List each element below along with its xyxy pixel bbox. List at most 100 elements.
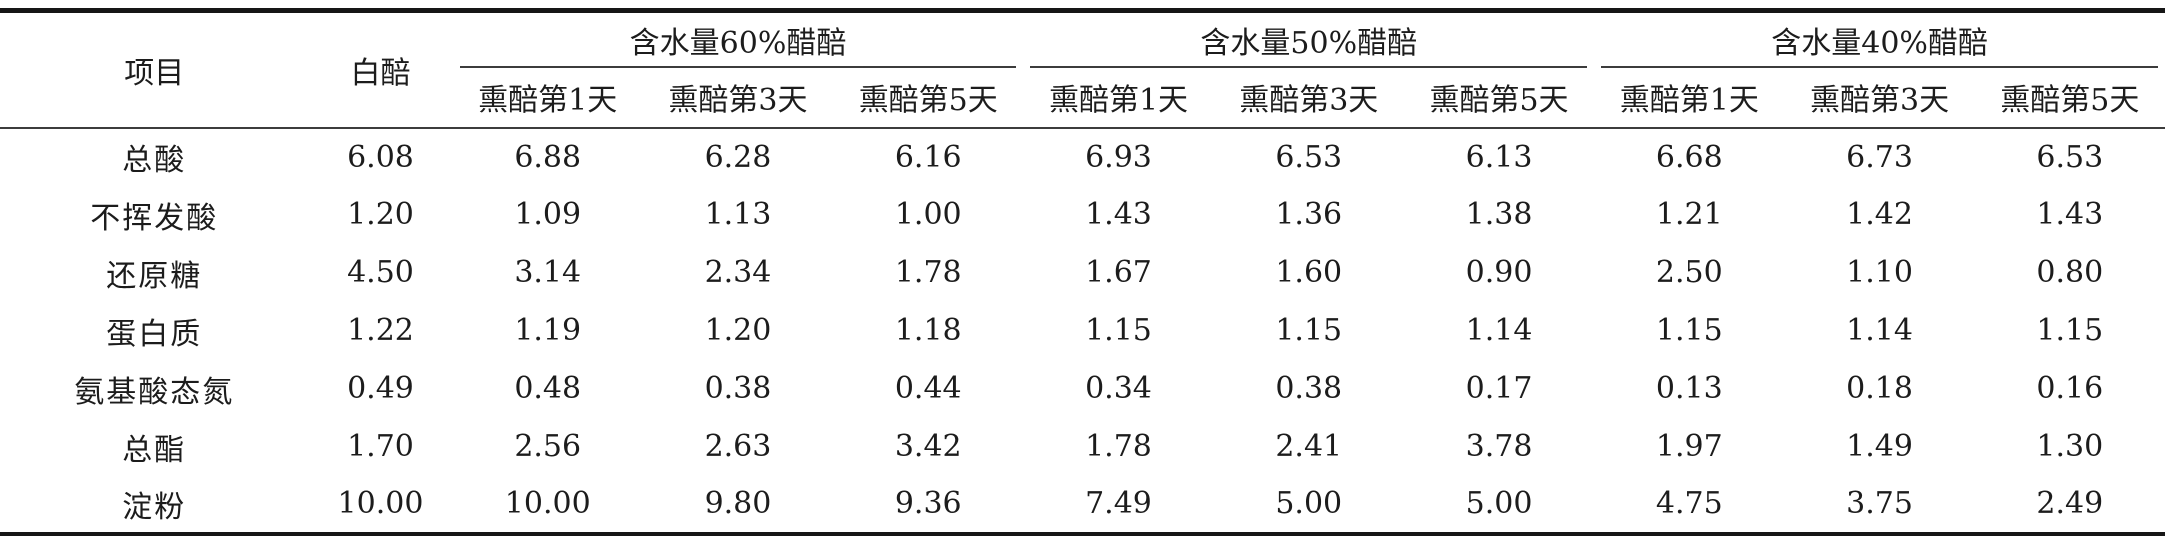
cell: 5.00 bbox=[1275, 486, 1343, 521]
cell: 10.00 bbox=[504, 486, 591, 521]
col-header-item: 项目 bbox=[0, 10, 309, 129]
sub-header-60-day1: 熏醅第1天 bbox=[452, 67, 643, 129]
cell: 0.34 bbox=[1085, 371, 1152, 406]
composition-table: 项目 白醅 含水量60%醋醅 含水量50%醋醅 含水量40%醋醅 熏醅第1天 熏… bbox=[0, 8, 2165, 536]
cell: 6.93 bbox=[1085, 139, 1152, 175]
sub-header-40-day5: 熏醅第5天 bbox=[1974, 67, 2165, 129]
cell: 2.56 bbox=[514, 429, 582, 464]
table-row: 总酸 6.08 6.88 6.28 6.16 6.93 6.53 6.13 6.… bbox=[0, 128, 2165, 186]
row-label: 总酯 bbox=[122, 432, 187, 468]
cell: 0.38 bbox=[704, 371, 772, 406]
col-header-baipei: 白醅 bbox=[308, 10, 453, 129]
cell: 1.15 bbox=[2036, 313, 2104, 348]
cell: 1.30 bbox=[2036, 429, 2104, 464]
cell: 6.68 bbox=[1655, 139, 1723, 175]
cell: 7.49 bbox=[1085, 486, 1152, 521]
sub-header-40-day3: 熏醅第3天 bbox=[1784, 67, 1975, 129]
group-header-50: 含水量50%醋醅 bbox=[1023, 11, 1594, 68]
cell: 0.18 bbox=[1846, 371, 1913, 406]
cell: 6.73 bbox=[1846, 139, 1913, 175]
cell: 0.44 bbox=[894, 371, 962, 406]
row-label: 氨基酸态氮 bbox=[74, 374, 235, 410]
group-header-60: 含水量60%醋醅 bbox=[453, 11, 1024, 68]
sub-header-60-day5: 熏醅第5天 bbox=[833, 67, 1024, 129]
cell: 1.18 bbox=[894, 313, 962, 348]
cell: 1.14 bbox=[1846, 313, 1913, 348]
cell: 1.14 bbox=[1465, 313, 1533, 348]
cell: 2.50 bbox=[1655, 255, 1723, 290]
cell: 6.16 bbox=[894, 139, 962, 175]
sub-header-60-day3: 熏醅第3天 bbox=[642, 67, 834, 129]
header-row-groups: 项目 白醅 含水量60%醋醅 含水量50%醋醅 含水量40%醋醅 bbox=[0, 10, 2165, 129]
cell: 1.60 bbox=[1275, 255, 1343, 290]
cell: 1.22 bbox=[347, 313, 414, 348]
cell: 6.53 bbox=[2036, 139, 2104, 175]
table-row: 蛋白质 1.22 1.19 1.20 1.18 1.15 1.15 1.14 1… bbox=[0, 302, 2165, 360]
cell: 6.88 bbox=[514, 139, 582, 175]
cell: 9.36 bbox=[894, 486, 962, 521]
sub-header-40-day1: 熏醅第1天 bbox=[1594, 67, 1785, 129]
cell: 5.00 bbox=[1465, 486, 1533, 521]
cell: 3.75 bbox=[1846, 486, 1913, 521]
cell: 3.42 bbox=[894, 429, 962, 464]
group-header-label: 含水量50%醋醅 bbox=[1200, 26, 1418, 62]
cell: 6.13 bbox=[1465, 139, 1533, 175]
cell: 1.20 bbox=[347, 197, 414, 232]
cell: 1.49 bbox=[1846, 429, 1913, 464]
cell: 4.75 bbox=[1655, 486, 1723, 521]
cell: 0.17 bbox=[1465, 371, 1533, 406]
cell: 1.70 bbox=[347, 429, 414, 464]
cell: 1.15 bbox=[1275, 313, 1343, 348]
cell: 1.10 bbox=[1846, 255, 1913, 290]
cell: 0.13 bbox=[1655, 371, 1723, 406]
table-row: 氨基酸态氮 0.49 0.48 0.38 0.44 0.34 0.38 0.17… bbox=[0, 360, 2165, 418]
table-body: 总酸 6.08 6.88 6.28 6.16 6.93 6.53 6.13 6.… bbox=[0, 128, 2165, 534]
cell: 2.34 bbox=[704, 255, 772, 290]
cell: 1.67 bbox=[1085, 255, 1152, 290]
cell: 0.80 bbox=[2036, 255, 2104, 290]
row-label: 还原糖 bbox=[106, 258, 203, 294]
row-label: 淀粉 bbox=[122, 489, 187, 525]
group-header-40: 含水量40%醋醅 bbox=[1594, 11, 2165, 68]
cell: 1.36 bbox=[1275, 197, 1343, 232]
cell: 9.80 bbox=[704, 486, 772, 521]
cell: 0.49 bbox=[347, 371, 414, 406]
cell: 6.53 bbox=[1275, 139, 1343, 175]
cell: 6.08 bbox=[347, 139, 414, 175]
cell: 1.43 bbox=[2036, 197, 2104, 232]
cell: 1.97 bbox=[1655, 429, 1723, 464]
cell: 4.50 bbox=[347, 255, 414, 290]
cell: 2.41 bbox=[1275, 429, 1343, 464]
row-label: 不挥发酸 bbox=[90, 200, 219, 236]
cell: 1.19 bbox=[514, 313, 582, 348]
cell: 1.38 bbox=[1465, 197, 1533, 232]
cell: 1.15 bbox=[1085, 313, 1152, 348]
cell: 1.20 bbox=[704, 313, 772, 348]
group-header-label: 含水量60%醋醅 bbox=[629, 26, 847, 62]
cell: 1.09 bbox=[514, 197, 582, 232]
cell: 1.43 bbox=[1085, 197, 1152, 232]
cell: 3.78 bbox=[1465, 429, 1533, 464]
table-header: 项目 白醅 含水量60%醋醅 含水量50%醋醅 含水量40%醋醅 熏醅第1天 熏… bbox=[0, 10, 2165, 129]
table-row: 不挥发酸 1.20 1.09 1.13 1.00 1.43 1.36 1.38 … bbox=[0, 186, 2165, 244]
row-label: 蛋白质 bbox=[106, 316, 203, 352]
cell: 0.90 bbox=[1465, 255, 1533, 290]
cell: 0.38 bbox=[1275, 371, 1343, 406]
cell: 0.48 bbox=[514, 371, 582, 406]
sub-header-50-day3: 熏醅第3天 bbox=[1213, 67, 1404, 129]
row-label: 总酸 bbox=[122, 143, 187, 178]
cell: 1.78 bbox=[894, 255, 962, 290]
cell: 1.00 bbox=[894, 197, 962, 232]
cell: 1.13 bbox=[704, 197, 772, 232]
header-row-days: 熏醅第1天 熏醅第3天 熏醅第5天 熏醅第1天 熏醅第3天 熏醅第5天 熏醅第1… bbox=[0, 67, 2165, 129]
cell: 2.49 bbox=[2036, 486, 2104, 521]
cell: 10.00 bbox=[337, 486, 424, 521]
cell: 1.21 bbox=[1655, 197, 1723, 232]
cell: 2.63 bbox=[704, 429, 772, 464]
cell: 1.15 bbox=[1655, 313, 1723, 348]
cell: 1.42 bbox=[1846, 197, 1913, 232]
sub-header-50-day1: 熏醅第1天 bbox=[1023, 67, 1214, 129]
table-row: 淀粉 10.00 10.00 9.80 9.36 7.49 5.00 5.00 … bbox=[0, 476, 2165, 534]
sub-header-50-day5: 熏醅第5天 bbox=[1403, 67, 1595, 129]
